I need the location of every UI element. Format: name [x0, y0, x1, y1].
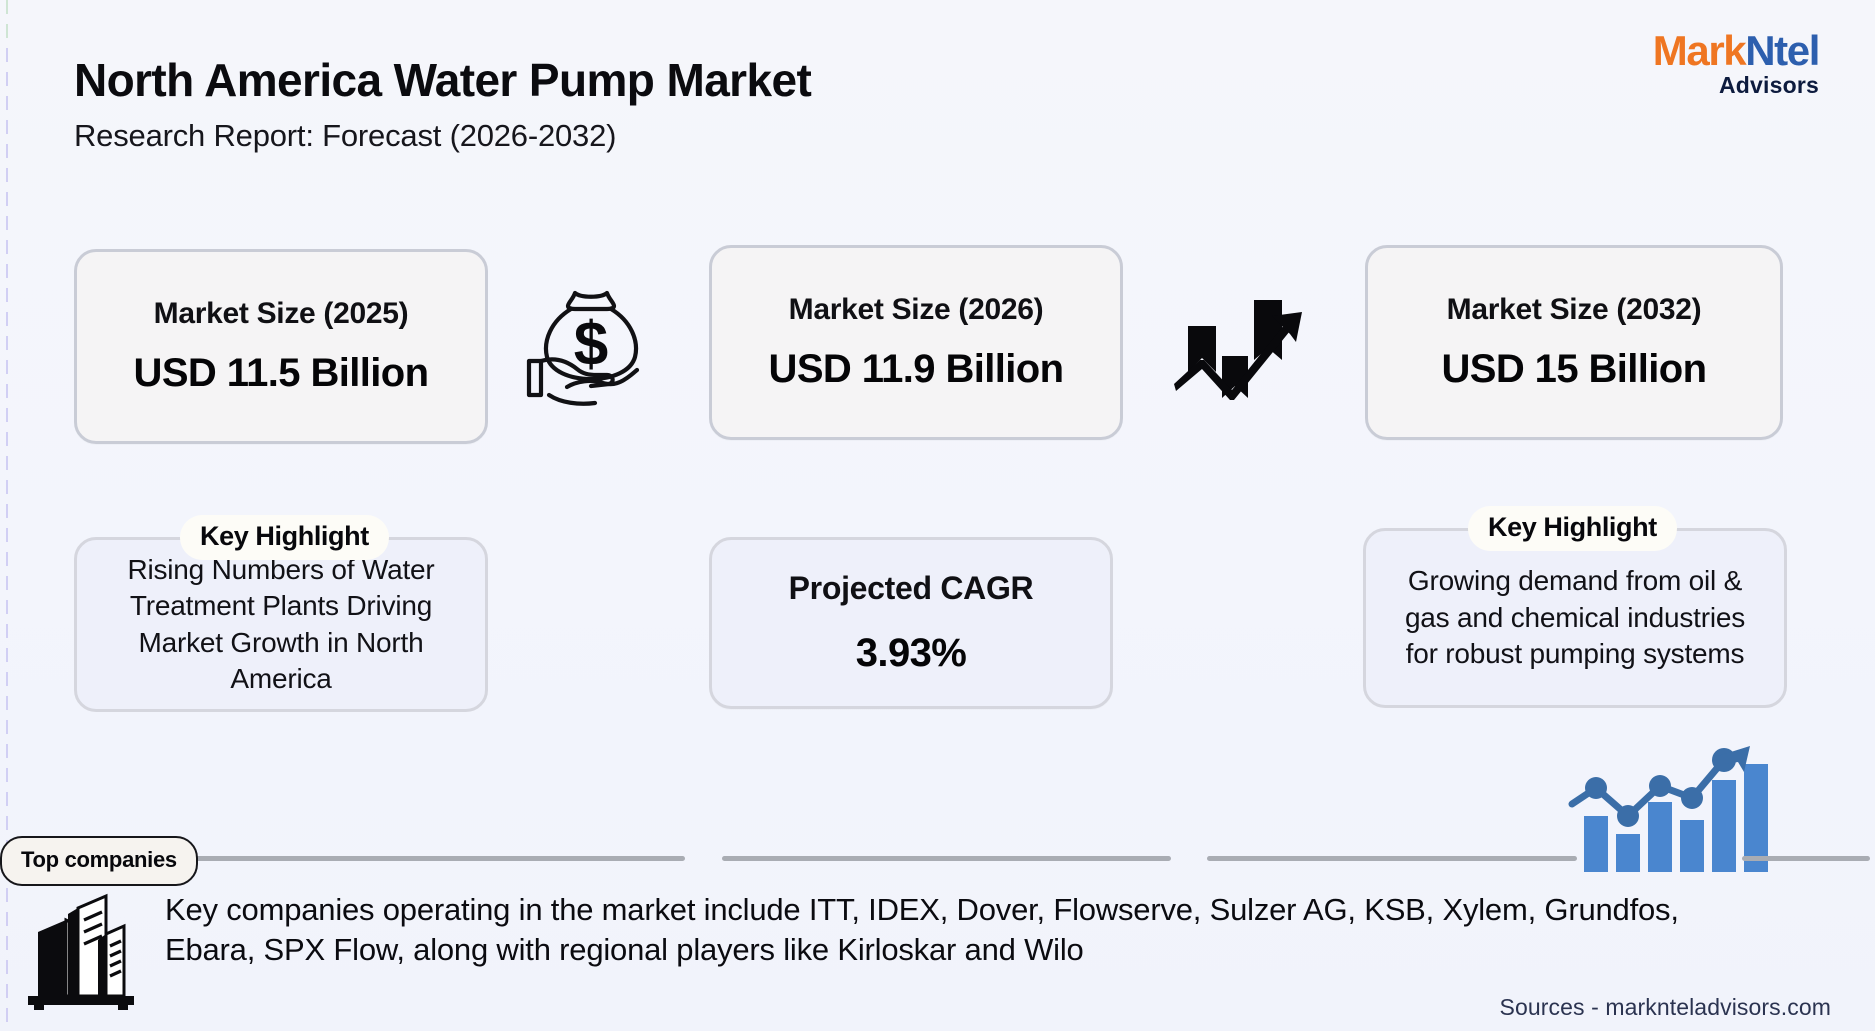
buildings-icon: [28, 893, 134, 1010]
logo-text-advisors: Advisors: [1718, 72, 1819, 98]
logo-text-mark: Mark: [1652, 27, 1747, 74]
page-subtitle: Research Report: Forecast (2026-2032): [74, 117, 617, 153]
page-title: North America Water Pump Market: [74, 54, 812, 106]
divider-segment-4: [1742, 856, 1870, 861]
card-title: Market Size (2032): [1446, 293, 1702, 326]
svg-text:$: $: [574, 310, 608, 379]
key-highlight-right-text: Growing demand from oil & gas and chemic…: [1404, 565, 1746, 670]
card-title: Market Size (2025): [153, 297, 409, 330]
key-highlight-right-card: Growing demand from oil & gas and chemic…: [1363, 528, 1787, 708]
key-highlight-left-card: Rising Numbers of Water Treatment Plants…: [74, 537, 488, 712]
card-value: USD 15 Billion: [1441, 347, 1708, 391]
market-size-2032-card: Market Size (2032) USD 15 Billion: [1365, 245, 1783, 440]
card-value: USD 11.5 Billion: [133, 351, 430, 395]
market-size-2025-card: Market Size (2025) USD 11.5 Billion: [74, 249, 488, 444]
top-companies-description: Key companies operating in the market in…: [165, 892, 1679, 967]
market-size-2026-card: Market Size (2026) USD 11.9 Billion: [709, 245, 1123, 440]
sources-label: Sources - marknteladvisors.com: [1499, 994, 1831, 1020]
card-value: USD 11.9 Billion: [768, 347, 1065, 391]
key-highlight-right-badge: Key Highlight: [1468, 506, 1677, 551]
card-title: Projected CAGR: [788, 570, 1034, 606]
blue-bar-line-chart-icon: [1568, 746, 1768, 872]
bar-chart-growth-arrow-icon: [1174, 300, 1302, 400]
projected-cagr-card: Projected CAGR 3.93%: [709, 537, 1113, 709]
top-companies-badge: Top companies: [0, 836, 198, 886]
logo-wordmark: MarkNtel: [1652, 27, 1821, 74]
divider-segment-3: [1207, 856, 1577, 861]
card-value: 3.93%: [855, 631, 967, 675]
key-highlight-left-text: Rising Numbers of Water Treatment Plants…: [127, 553, 435, 694]
divider-segment-1: [152, 856, 685, 861]
card-title: Market Size (2026): [788, 293, 1044, 326]
left-dashed-rule: [6, 0, 8, 1031]
key-highlight-left-badge: Key Highlight: [180, 515, 389, 560]
logo-text-ntel: Ntel: [1745, 27, 1820, 74]
brand-logo: MarkNtel Advisors: [1652, 27, 1821, 98]
divider-segment-2: [722, 856, 1171, 861]
money-bag-in-hand-icon: $: [526, 290, 640, 406]
header: North America Water Pump Market Research…: [74, 54, 812, 154]
left-dashed-rule-green-segment: [6, 0, 8, 40]
